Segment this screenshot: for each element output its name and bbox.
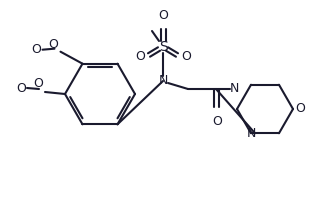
Text: N: N: [229, 83, 239, 96]
Text: O: O: [212, 115, 222, 128]
Text: O: O: [33, 77, 43, 90]
Text: S: S: [159, 40, 167, 54]
Text: O: O: [158, 9, 168, 22]
Text: O: O: [32, 43, 42, 56]
Text: O: O: [295, 102, 305, 115]
Text: N: N: [246, 127, 256, 140]
Text: O: O: [16, 82, 26, 95]
Text: N: N: [158, 74, 168, 88]
Text: O: O: [181, 51, 191, 63]
Text: O: O: [135, 51, 145, 63]
Text: O: O: [49, 38, 59, 51]
